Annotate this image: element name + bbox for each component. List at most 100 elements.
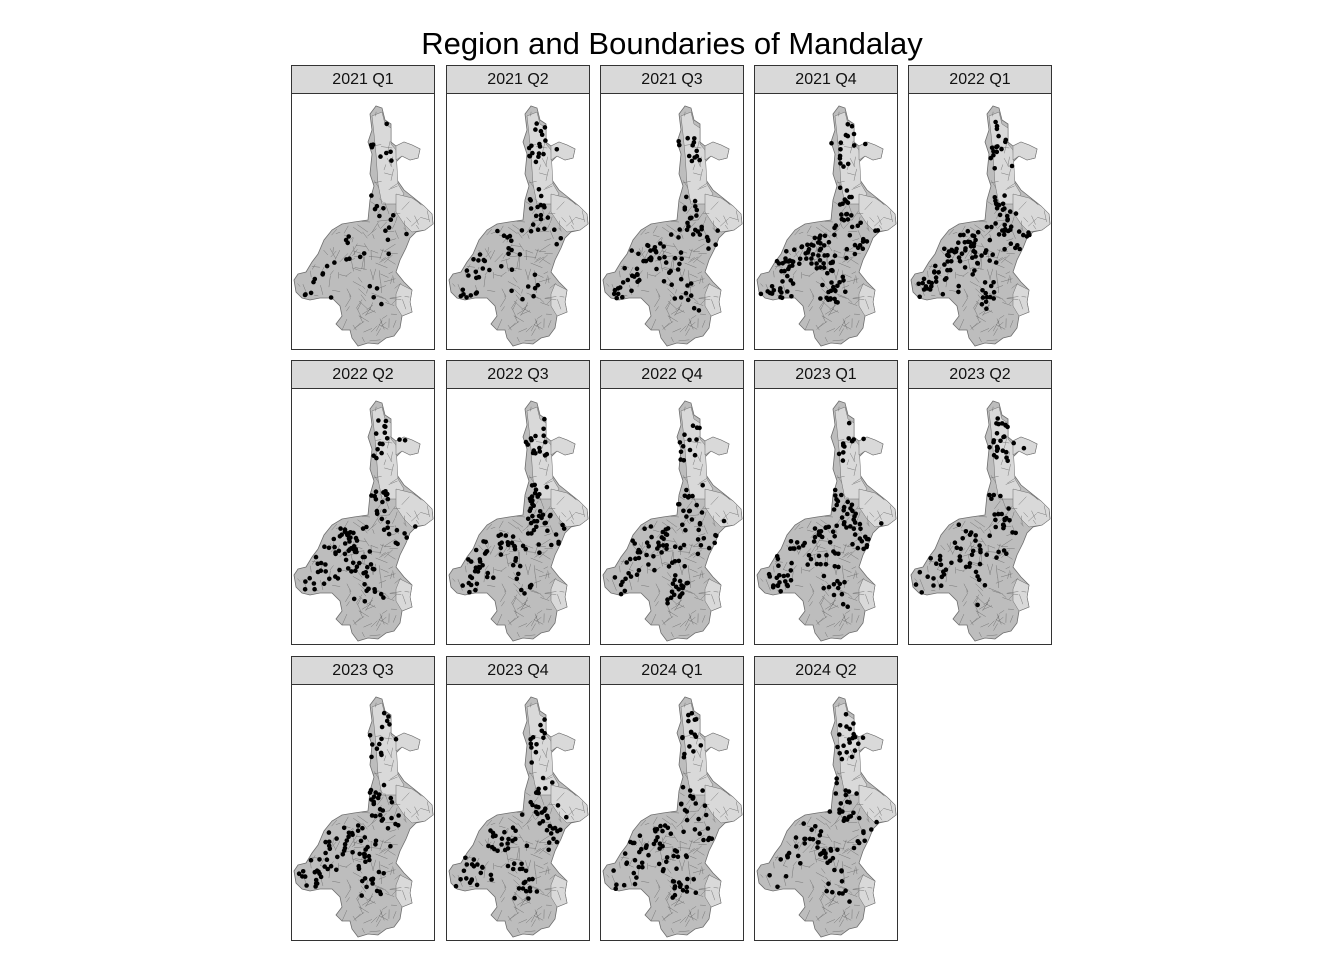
event-point <box>945 267 950 273</box>
event-point <box>367 857 372 863</box>
event-point <box>480 563 485 568</box>
event-point <box>686 718 691 724</box>
event-point <box>776 261 782 266</box>
event-point <box>524 843 530 849</box>
event-point <box>370 881 375 886</box>
event-point <box>693 204 698 209</box>
event-point <box>543 439 548 445</box>
event-point <box>373 813 378 819</box>
event-point <box>527 583 533 589</box>
event-point <box>326 839 332 845</box>
event-point <box>528 506 533 511</box>
map-panel <box>291 388 435 645</box>
event-point <box>785 273 790 279</box>
event-point <box>368 142 374 148</box>
event-point <box>758 291 764 297</box>
event-point <box>490 834 496 839</box>
event-point <box>692 827 698 832</box>
event-point <box>668 232 674 237</box>
event-point <box>475 569 481 574</box>
event-point <box>841 217 847 223</box>
event-point <box>535 204 540 210</box>
event-point <box>323 850 328 856</box>
event-point <box>482 551 488 556</box>
event-point <box>526 145 532 151</box>
event-point <box>480 865 485 870</box>
event-point <box>958 558 963 563</box>
event-point <box>851 721 856 726</box>
event-point <box>1008 224 1014 229</box>
event-point <box>653 248 658 254</box>
event-point <box>611 868 616 873</box>
event-point <box>532 285 538 291</box>
event-point <box>630 538 635 543</box>
event-point <box>829 141 834 146</box>
event-point <box>845 799 850 805</box>
event-point <box>523 888 529 894</box>
event-point <box>933 263 938 269</box>
event-point <box>826 881 831 886</box>
event-point <box>555 803 561 808</box>
event-point <box>779 268 784 274</box>
event-point <box>681 754 687 760</box>
event-point <box>702 803 708 808</box>
event-point <box>529 531 534 536</box>
event-point <box>471 857 477 862</box>
event-point <box>534 121 539 126</box>
event-point <box>355 828 361 833</box>
event-point <box>340 852 346 857</box>
event-point <box>675 267 681 272</box>
event-point <box>684 854 689 860</box>
township-polygon <box>704 874 722 908</box>
event-point <box>304 883 309 888</box>
event-point <box>402 531 407 536</box>
event-point <box>528 228 534 234</box>
event-point <box>545 528 550 533</box>
event-point <box>1017 246 1022 252</box>
event-point <box>634 572 640 577</box>
event-points <box>302 418 418 604</box>
event-point <box>970 548 976 554</box>
event-point <box>539 810 545 815</box>
event-point <box>384 121 389 127</box>
event-point <box>811 243 816 248</box>
event-point <box>693 801 698 806</box>
event-point <box>1006 506 1011 511</box>
event-point <box>527 496 533 501</box>
event-point <box>379 752 384 758</box>
event-point <box>840 809 845 814</box>
event-point <box>824 888 829 894</box>
event-point <box>369 193 374 198</box>
event-point <box>855 545 861 551</box>
event-point <box>530 876 535 882</box>
event-point <box>497 541 503 547</box>
event-points <box>611 711 715 900</box>
event-point <box>315 561 321 567</box>
event-point <box>801 821 806 826</box>
event-point <box>529 745 534 750</box>
event-point <box>693 227 698 233</box>
event-point <box>834 502 839 508</box>
event-point <box>681 542 687 548</box>
event-point <box>478 870 484 876</box>
event-point <box>537 492 542 497</box>
event-point <box>660 529 666 535</box>
event-point <box>533 213 539 219</box>
map-panel <box>291 684 435 941</box>
event-point <box>687 788 693 793</box>
event-point <box>967 561 973 566</box>
event-point <box>391 213 396 218</box>
event-point <box>941 572 947 577</box>
event-point <box>789 294 794 299</box>
event-point <box>383 418 389 424</box>
event-point <box>389 815 394 821</box>
event-point <box>528 520 534 526</box>
event-point <box>538 193 544 199</box>
event-point <box>1001 522 1006 527</box>
event-point <box>354 538 360 543</box>
event-point <box>828 260 833 266</box>
event-point <box>357 851 362 857</box>
event-point <box>694 437 699 442</box>
event-point <box>549 542 554 548</box>
event-point <box>371 801 377 806</box>
